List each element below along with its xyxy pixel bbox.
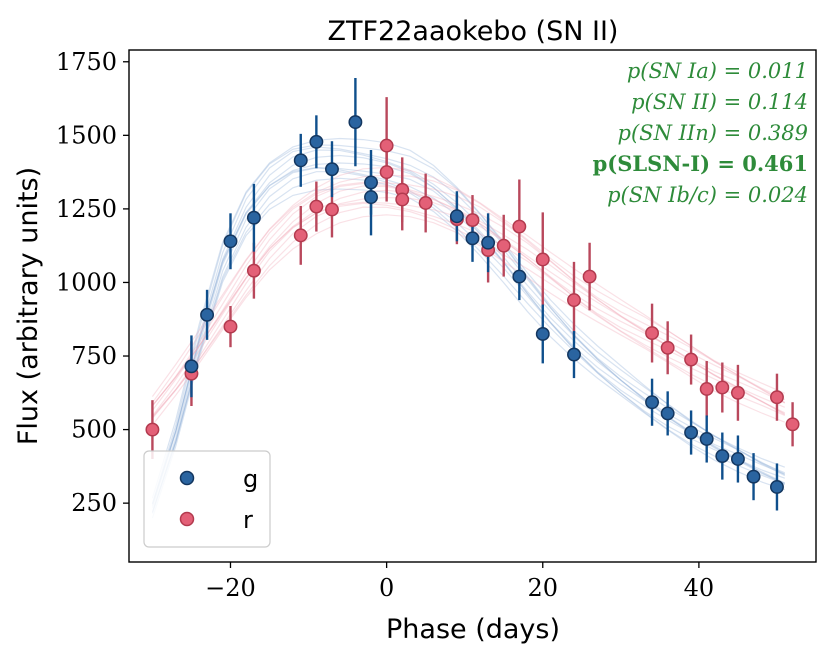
data-point-g: [449, 209, 464, 224]
y-tick-label: 1750: [56, 48, 117, 76]
class-probabilities: p(SN Ia) = 0.011 p(SN II) = 0.114 p(SN IIn…: [593, 59, 808, 207]
data-point-r: [379, 138, 394, 153]
data-point-r: [496, 238, 511, 253]
data-point-g: [200, 307, 215, 322]
data-point-g: [535, 327, 550, 341]
y-tick-label: 500: [71, 416, 117, 444]
model-curve-g: [151, 137, 785, 499]
data-point-g: [309, 134, 324, 149]
data-point-r: [582, 269, 597, 284]
y-tick-label: 1000: [56, 268, 117, 296]
model-curve-r: [151, 166, 786, 397]
data-point-g: [770, 480, 784, 494]
model-curve-r: [151, 174, 786, 404]
legend-label-g: g: [243, 465, 258, 493]
data-point-r: [293, 228, 308, 243]
data-point-g: [730, 452, 745, 466]
chart-title: ZTF22aaokebo (SN II): [328, 16, 619, 47]
data-point-r: [730, 385, 745, 400]
x-tick-label: −20: [205, 574, 256, 602]
legend-marker-g: [179, 470, 195, 486]
data-point-g: [699, 432, 714, 446]
data-point-r: [309, 199, 324, 214]
data-point-g: [364, 190, 378, 205]
data-point-r: [223, 319, 238, 334]
data-point-r: [145, 422, 160, 437]
data-point-r: [395, 192, 410, 207]
data-point-g: [348, 115, 363, 130]
plot-frame: [128, 49, 817, 563]
data-point-r: [715, 380, 730, 395]
data-point-r: [699, 382, 714, 396]
probability-annotation: p(SLSN-I) = 0.461: [593, 151, 808, 176]
data-point-g: [684, 425, 699, 440]
y-axis-ticks: 250 500 750 1000 1250 1500 1750: [56, 48, 129, 517]
data-point-g: [465, 231, 480, 246]
data-point-r: [785, 417, 800, 432]
probability-annotation: p(SN Ia) = 0.011: [627, 59, 808, 83]
data-point-r: [660, 340, 675, 355]
model-curve-r: [151, 182, 786, 406]
data-point-g: [481, 235, 496, 250]
model-curve-g: [151, 144, 786, 504]
data-point-g: [512, 269, 527, 284]
data-point-g: [184, 359, 199, 374]
data-point-g: [246, 210, 261, 225]
data-point-r: [535, 252, 550, 267]
data-point-r: [325, 202, 339, 217]
x-tick-label: 40: [684, 574, 715, 602]
data-point-g: [567, 347, 581, 362]
x-axis-label: Phase (days): [386, 614, 560, 645]
x-tick-label: 20: [527, 574, 558, 602]
legend-label-r: r: [243, 506, 253, 534]
model-curve-g: [151, 146, 786, 506]
data-point-g: [660, 406, 675, 421]
data-point-g: [293, 153, 308, 168]
probability-annotation: p(SN Ib/c) = 0.024: [607, 183, 808, 207]
data-point-r: [770, 390, 784, 405]
x-axis-ticks: −20 0 20 40: [205, 562, 714, 602]
data-point-r: [645, 326, 660, 341]
legend-marker-r: [179, 511, 195, 527]
y-tick-label: 1500: [56, 121, 117, 149]
y-tick-label: 750: [71, 342, 117, 370]
legend-box: [143, 450, 271, 548]
legend: g r: [143, 450, 271, 548]
data-point-g: [746, 469, 761, 484]
data-point-g: [715, 449, 730, 464]
data-point-g: [223, 234, 238, 249]
probability-annotation: p(SN IIn) = 0.389: [618, 121, 808, 145]
data-point-r: [246, 263, 261, 278]
data-point-r: [465, 213, 480, 228]
y-axis-label: Flux (arbitrary units): [13, 167, 44, 445]
data-point-r: [567, 293, 581, 308]
y-tick-label: 250: [71, 489, 117, 517]
data-point-r: [418, 196, 433, 210]
data-points: [145, 115, 800, 494]
data-point-g: [325, 162, 339, 177]
data-point-r: [684, 352, 699, 367]
probability-annotation: p(SN II) = 0.114: [631, 90, 808, 114]
model-curve-r: [151, 214, 785, 426]
x-tick-label: 0: [379, 574, 394, 602]
model-curve-r: [151, 181, 786, 407]
data-point-r: [512, 219, 527, 234]
y-tick-label: 1250: [56, 195, 117, 223]
data-point-r: [379, 165, 394, 180]
data-point-g: [364, 175, 378, 190]
model-curve-g: [151, 149, 786, 505]
model-curve-g: [151, 167, 786, 514]
data-point-g: [645, 395, 660, 410]
